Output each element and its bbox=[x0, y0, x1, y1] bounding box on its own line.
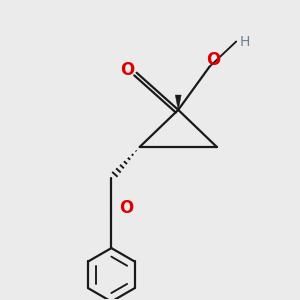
Polygon shape bbox=[175, 95, 181, 110]
Text: O: O bbox=[119, 199, 133, 217]
Text: O: O bbox=[121, 61, 135, 79]
Text: O: O bbox=[206, 51, 220, 69]
Text: H: H bbox=[239, 34, 250, 49]
